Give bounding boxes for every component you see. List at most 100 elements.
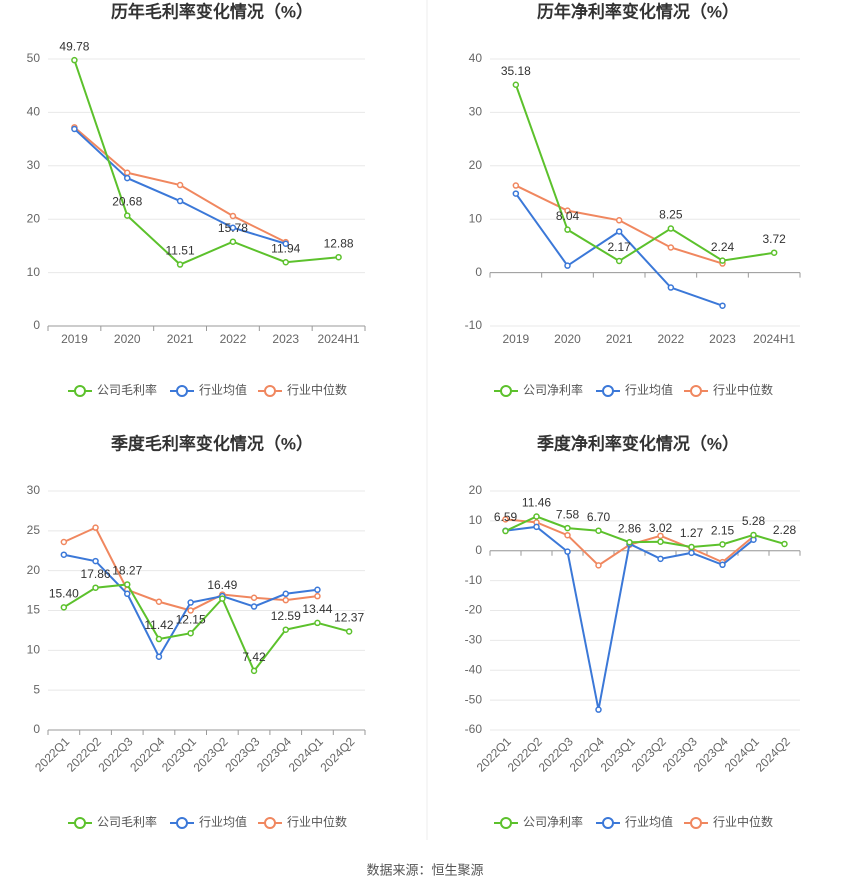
point xyxy=(781,540,788,548)
point xyxy=(615,228,623,235)
y-tick-label: 30 xyxy=(27,158,41,172)
y-tick-label: 50 xyxy=(27,51,41,65)
point xyxy=(512,81,520,88)
legend-label: 行业中位数 xyxy=(713,382,773,397)
y-tick-label: -50 xyxy=(465,692,483,706)
point xyxy=(176,197,184,205)
point xyxy=(626,538,633,546)
legend-label: 行业均值 xyxy=(199,382,247,397)
legend-marker xyxy=(500,817,512,829)
point xyxy=(229,224,237,231)
point xyxy=(564,548,571,555)
legend-marker xyxy=(74,817,86,829)
point xyxy=(60,538,68,546)
point xyxy=(657,555,664,563)
point xyxy=(595,562,602,569)
point xyxy=(282,240,289,248)
y-tick-label: 0 xyxy=(33,318,40,332)
point xyxy=(282,258,289,266)
x-tick-label: 2021 xyxy=(606,332,633,346)
y-tick-label: 10 xyxy=(27,643,41,657)
value-label: 3.72 xyxy=(762,232,786,246)
legend-label: 行业均值 xyxy=(199,814,247,829)
legend-label: 行业中位数 xyxy=(287,382,347,397)
x-tick-label: 2020 xyxy=(554,332,581,346)
value-label: 2.17 xyxy=(607,240,631,254)
point xyxy=(719,257,726,264)
legend-label: 公司毛利率 xyxy=(97,814,157,829)
point xyxy=(155,635,163,643)
point xyxy=(124,174,131,182)
legend-label: 公司净利率 xyxy=(523,382,583,397)
source-note: 数据来源：恒生聚源 xyxy=(366,862,483,877)
y-tick-label: 40 xyxy=(469,51,483,65)
y-tick-label: 20 xyxy=(469,483,483,497)
value-label: 12.88 xyxy=(324,236,354,250)
point xyxy=(92,584,99,591)
point xyxy=(667,244,675,251)
point xyxy=(688,543,695,551)
point xyxy=(750,531,757,539)
point xyxy=(719,302,726,309)
value-label: 16.49 xyxy=(207,578,237,592)
point xyxy=(533,513,540,520)
legend-label: 行业中位数 xyxy=(713,814,773,829)
x-tick-label: 2024Q2 xyxy=(317,734,357,774)
series-line xyxy=(63,583,350,673)
point xyxy=(187,629,194,637)
point xyxy=(533,523,540,531)
x-tick-label: 2019 xyxy=(61,332,88,346)
point xyxy=(770,249,778,256)
point xyxy=(124,169,131,176)
value-label: 13.44 xyxy=(302,602,332,616)
point xyxy=(314,592,321,600)
point xyxy=(345,628,353,635)
y-tick-label: 0 xyxy=(33,722,40,736)
chart-title: 历年毛利率变化情况（%） xyxy=(111,1,313,21)
y-tick-label: 40 xyxy=(27,105,41,119)
value-label: 11.42 xyxy=(144,618,173,632)
value-label: 2.86 xyxy=(618,521,642,535)
point xyxy=(719,541,726,548)
point xyxy=(688,549,695,557)
point xyxy=(229,212,237,220)
legend-marker xyxy=(176,817,188,829)
y-tick-label: 20 xyxy=(27,211,41,225)
y-tick-label: 30 xyxy=(27,483,41,497)
y-tick-label: 15 xyxy=(27,603,41,617)
value-label: 11.51 xyxy=(166,244,195,258)
value-label: 12.37 xyxy=(334,611,364,625)
x-tick-label: 2021 xyxy=(167,332,194,346)
value-label: 3.02 xyxy=(649,521,673,535)
x-tick-label: 2022 xyxy=(657,332,684,346)
y-tick-label: -10 xyxy=(465,573,483,587)
point xyxy=(615,217,623,224)
y-tick-label: 0 xyxy=(475,543,482,557)
point xyxy=(282,596,289,604)
point xyxy=(657,532,664,540)
point xyxy=(512,190,520,197)
chart-title: 季度毛利率变化情况（%） xyxy=(111,433,313,453)
value-label: 15.78 xyxy=(218,221,248,235)
point xyxy=(595,527,602,534)
point xyxy=(124,212,131,219)
point xyxy=(564,524,571,532)
series-line xyxy=(514,84,775,263)
point xyxy=(657,538,664,545)
legend-marker xyxy=(690,385,702,397)
y-tick-label: 10 xyxy=(469,513,483,527)
point xyxy=(502,527,509,535)
point xyxy=(335,253,342,261)
value-label: 5.28 xyxy=(742,514,766,528)
point xyxy=(124,590,131,598)
x-tick-label: 2022 xyxy=(220,332,247,346)
point xyxy=(176,261,184,268)
point xyxy=(187,599,194,606)
x-tick-label: 2024H1 xyxy=(753,332,795,346)
point xyxy=(219,595,226,602)
point xyxy=(155,653,163,660)
x-tick-label: 2023 xyxy=(709,332,736,346)
legend-label: 行业均值 xyxy=(625,382,673,397)
point xyxy=(60,604,68,611)
